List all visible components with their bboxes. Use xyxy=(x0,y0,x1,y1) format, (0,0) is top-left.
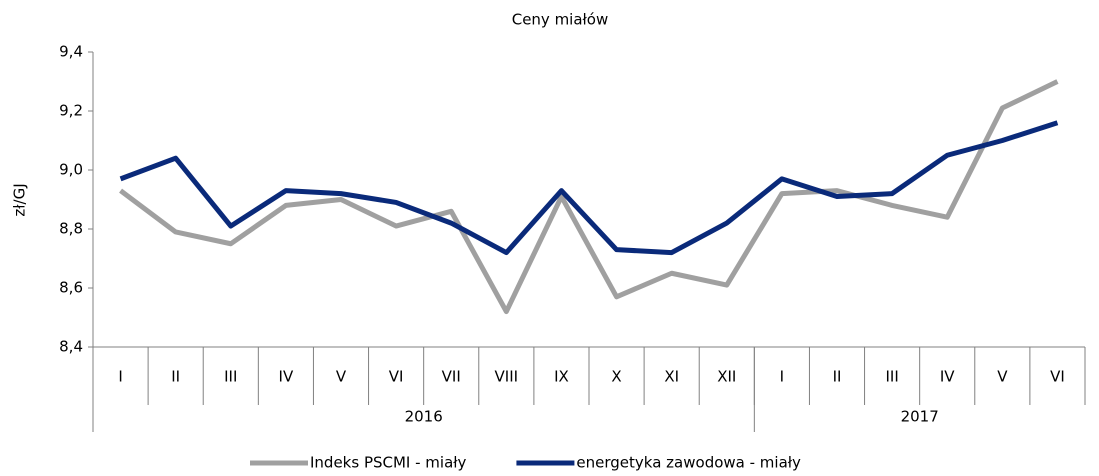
x-tick-label: VII xyxy=(442,368,461,386)
y-axis-label: zł/GJ xyxy=(11,183,29,216)
legend-label: energetyka zawodowa - miały xyxy=(576,454,801,472)
x-tick-label: V xyxy=(336,368,347,386)
x-tick-label: I xyxy=(118,368,122,386)
y-tick-label: 9,0 xyxy=(59,161,83,179)
x-tick-label: VIII xyxy=(495,368,519,386)
series-line xyxy=(119,79,1059,315)
x-tick-label: I xyxy=(780,368,784,386)
x-tick-label: IV xyxy=(940,368,955,386)
x-tick-label: VI xyxy=(389,368,404,386)
x-tick-label: V xyxy=(997,368,1008,386)
y-tick-label: 8,8 xyxy=(59,220,83,238)
y-tick-label: 9,4 xyxy=(59,43,83,61)
x-tick-label: III xyxy=(224,368,237,386)
legend-label: Indeks PSCMI - miały xyxy=(310,454,467,472)
group-label: 2017 xyxy=(901,408,939,426)
x-tick-label: XII xyxy=(717,368,736,386)
x-tick-label: II xyxy=(171,368,180,386)
x-tick-label: IV xyxy=(279,368,294,386)
y-tick-label: 8,6 xyxy=(59,279,83,297)
x-tick-label: X xyxy=(611,368,621,386)
x-tick-label: VI xyxy=(1050,368,1065,386)
series-line xyxy=(119,120,1059,256)
y-tick-label: 8,4 xyxy=(59,338,83,356)
chart-title: Ceny miałów xyxy=(512,11,609,29)
group-label: 2016 xyxy=(405,408,443,426)
x-tick-label: XI xyxy=(664,368,679,386)
y-tick-label: 9,2 xyxy=(59,102,83,120)
x-tick-label: II xyxy=(833,368,842,386)
x-tick-label: III xyxy=(885,368,898,386)
x-tick-label: IX xyxy=(554,368,569,386)
